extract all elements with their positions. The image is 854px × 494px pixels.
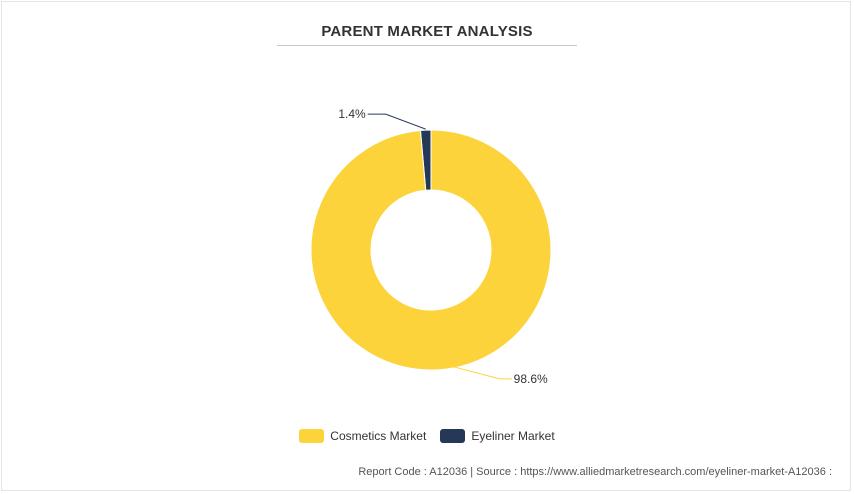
footer-source: Report Code : A12036 | Source : https://…	[358, 466, 832, 478]
data-label-cosmetics: 98.6%	[514, 372, 548, 386]
title-underline	[277, 45, 577, 46]
data-label-eyeliner: 1.4%	[338, 107, 366, 121]
leader-line-cosmetics	[453, 366, 512, 380]
slice-cosmetics-market[interactable]	[310, 129, 552, 371]
legend-item-eyeliner[interactable]: Eyeliner Market	[440, 429, 555, 443]
legend: Cosmetics Market Eyeliner Market	[0, 429, 854, 443]
legend-swatch-cosmetics	[299, 429, 325, 443]
legend-swatch-eyeliner	[440, 429, 466, 443]
chart-title: PARENT MARKET ANALYSIS	[321, 23, 533, 40]
leader-line-eyeliner	[367, 113, 426, 130]
legend-item-cosmetics[interactable]: Cosmetics Market	[299, 429, 426, 443]
legend-label-cosmetics: Cosmetics Market	[330, 429, 427, 443]
legend-label-eyeliner: Eyeliner Market	[471, 429, 555, 443]
